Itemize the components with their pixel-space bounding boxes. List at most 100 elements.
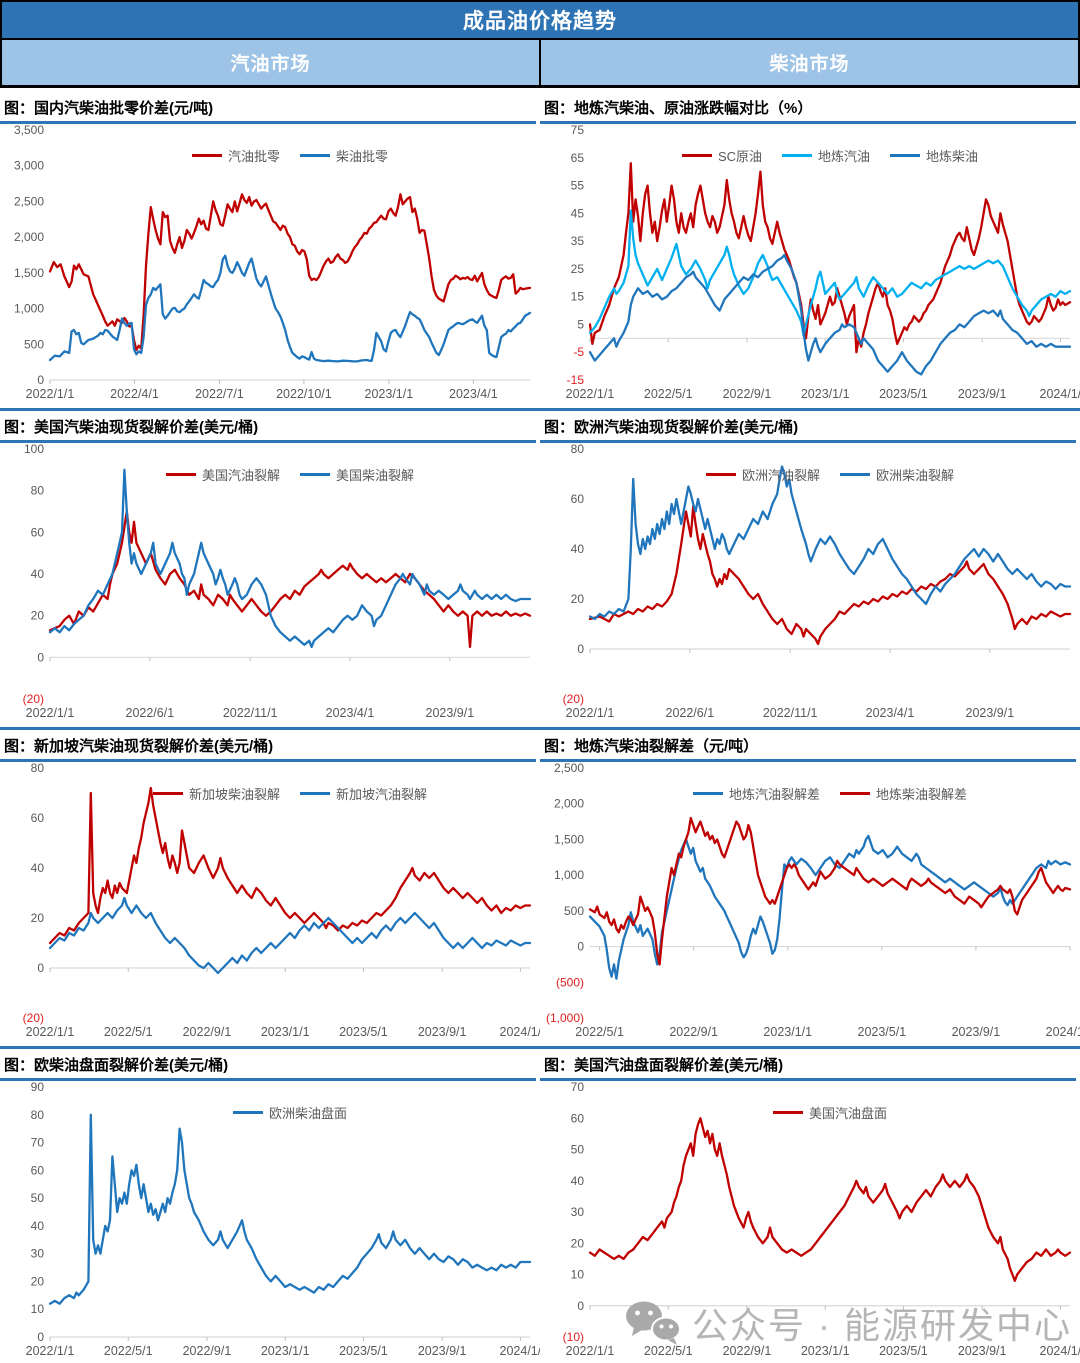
chart-legend: 美国汽油裂解 美国柴油裂解 bbox=[50, 465, 530, 484]
y-axis-label: 2,000 bbox=[554, 797, 584, 811]
y-axis-label: 15 bbox=[571, 290, 585, 304]
legend-label: 地炼柴油裂解差 bbox=[876, 787, 968, 802]
y-axis-label: 1,000 bbox=[554, 868, 584, 882]
x-axis-label: 2022/10/1 bbox=[276, 387, 332, 401]
y-axis-label: (500) bbox=[556, 975, 584, 989]
x-axis-label: 2023/5/1 bbox=[879, 387, 928, 401]
y-axis-label: 3,000 bbox=[14, 159, 44, 173]
y-axis-label: 1,000 bbox=[14, 302, 44, 316]
report-title-bar: 成品油价格趋势 bbox=[0, 0, 1080, 40]
legend-label: 欧洲柴油盘面 bbox=[268, 1106, 347, 1121]
chart-legend: 汽油批零 柴油批零 bbox=[50, 146, 530, 165]
legend-item: 新加坡汽油裂解 bbox=[300, 784, 427, 803]
chart-legend: 美国汽油盘面 bbox=[590, 1103, 1070, 1122]
legend-label: 地炼汽油裂解差 bbox=[728, 787, 820, 802]
market-header-row: 汽油市场 柴油市场 bbox=[0, 40, 1080, 88]
legend-label: 美国汽油裂解 bbox=[201, 468, 280, 483]
y-axis-label: 30 bbox=[571, 1205, 585, 1219]
legend-line-swatch bbox=[840, 792, 870, 795]
chart-plot-area: 新加坡柴油裂解 新加坡汽油裂解 80 60 40 20 0 (20) 2022/1/1 2022/… bbox=[0, 762, 540, 1044]
legend-label: SC原油 bbox=[717, 149, 763, 164]
y-axis-label: 2,500 bbox=[14, 194, 44, 208]
x-axis-label: 2022/9/1 bbox=[183, 1344, 232, 1358]
chart-legend: 欧洲柴油盘面 bbox=[50, 1103, 530, 1122]
legend-item: 地炼汽油 bbox=[782, 146, 870, 165]
report-title: 成品油价格趋势 bbox=[463, 10, 617, 33]
y-axis-label: 60 bbox=[31, 811, 45, 825]
chart-canvas: 100 80 60 40 20 0 (20)2022/1/1 2022/6/1 2022/11/… bbox=[23, 443, 532, 720]
chart-legend: 欧洲汽油裂解 欧洲柴油裂解 bbox=[590, 465, 1070, 484]
y-axis-label: 500 bbox=[24, 337, 44, 351]
y-axis-label: 65 bbox=[571, 151, 585, 165]
chart-cell-7: 图：欧柴油盘面裂解价差(美元/桶) 欧洲柴油盘面 90 80 70 60 50 40 30 20 1… bbox=[0, 1049, 540, 1363]
x-axis-label: 2023/5/1 bbox=[879, 1344, 928, 1358]
legend-label: 地炼柴油 bbox=[926, 149, 979, 164]
y-axis-label: 5 bbox=[577, 317, 584, 331]
chart-legend: 地炼汽油裂解差 地炼柴油裂解差 bbox=[590, 784, 1070, 803]
series-line bbox=[588, 1117, 1072, 1282]
y-axis-label: 20 bbox=[31, 911, 45, 925]
legend-line-swatch bbox=[232, 1111, 263, 1114]
x-axis-label: 2023/9/1 bbox=[958, 1344, 1007, 1358]
chart-title: 图：地炼汽柴油裂解差（元/吨） bbox=[540, 730, 1076, 762]
series-line bbox=[48, 786, 532, 945]
y-axis-label: 90 bbox=[31, 1081, 45, 1094]
y-axis-label: 3,500 bbox=[14, 124, 44, 137]
x-axis-label: 2022/5/1 bbox=[644, 1344, 693, 1358]
series-line bbox=[48, 468, 532, 649]
y-axis-label: 40 bbox=[571, 1174, 585, 1188]
x-axis-label: 2022/4/1 bbox=[110, 387, 159, 401]
chart-legend: SC原油 地炼汽油 地炼柴油 bbox=[590, 146, 1070, 165]
legend-item: 新加坡柴油裂解 bbox=[152, 784, 280, 803]
chart-title: 图：美国汽柴油现货裂解价差(美元/桶) bbox=[0, 411, 536, 443]
y-axis-label: 40 bbox=[31, 1219, 45, 1233]
y-axis-label: 40 bbox=[31, 567, 45, 581]
x-axis-label: 2023/4/1 bbox=[326, 706, 375, 720]
x-axis-label: 2023/9/1 bbox=[952, 1025, 1001, 1039]
chart-cell-6: 图：地炼汽柴油裂解差（元/吨） 地炼汽油裂解差 地炼柴油裂解差 2,500 2,000 1… bbox=[540, 730, 1080, 1049]
chart-plot-area: 欧洲柴油盘面 90 80 70 60 50 40 30 20 10 0 2022/1/1 2022/5/… bbox=[0, 1081, 540, 1363]
legend-item: 美国汽油裂解 bbox=[165, 465, 280, 484]
x-axis-label: 2023/4/1 bbox=[449, 387, 498, 401]
legend-line-swatch bbox=[692, 792, 723, 795]
y-axis-label: 60 bbox=[31, 1163, 45, 1177]
x-axis-label: 2023/1/1 bbox=[801, 387, 850, 401]
x-axis-label: 2022/1/1 bbox=[26, 706, 75, 720]
series-line bbox=[48, 896, 532, 975]
chart-title: 图：欧洲汽柴油现货裂解价差(美元/桶) bbox=[540, 411, 1076, 443]
chart-cell-4: 图：欧洲汽柴油现货裂解价差(美元/桶) 欧洲汽油裂解 欧洲柴油裂解 80 60 40 20 0… bbox=[540, 411, 1080, 730]
x-axis-label: 2023/5/1 bbox=[339, 1025, 388, 1039]
legend-label: 新加坡汽油裂解 bbox=[336, 787, 428, 802]
series-line bbox=[588, 816, 1072, 966]
y-axis-label: 50 bbox=[31, 1191, 45, 1205]
series-line bbox=[48, 254, 532, 363]
y-axis-label: -5 bbox=[573, 345, 584, 359]
x-axis-label: 2024/1/ bbox=[1040, 1344, 1080, 1358]
y-axis-label: 2,000 bbox=[14, 230, 44, 244]
x-axis-label: 2024/1/ bbox=[500, 1344, 540, 1358]
legend-line-swatch bbox=[191, 154, 222, 157]
x-axis-label: 2022/9/1 bbox=[183, 1025, 232, 1039]
chart-canvas: 80 60 40 20 0 (20)2022/1/1 2022/5/1 2022/9/1 202… bbox=[23, 762, 540, 1039]
x-axis-label: 2022/11/1 bbox=[763, 706, 818, 720]
legend-line-swatch bbox=[300, 154, 330, 157]
y-axis-label: 20 bbox=[571, 592, 585, 606]
y-axis-label: 35 bbox=[571, 234, 585, 248]
x-axis-label: 2023/1/1 bbox=[261, 1344, 310, 1358]
gasoline-market-header: 汽油市场 bbox=[2, 40, 541, 85]
chart-plot-area: 地炼汽油裂解差 地炼柴油裂解差 2,500 2,000 1,500 1,000 500 0 (5… bbox=[540, 762, 1080, 1044]
x-axis-label: 2023/9/1 bbox=[426, 706, 475, 720]
x-axis-label: 2023/9/1 bbox=[418, 1344, 467, 1358]
chart-plot-area: 汽油批零 柴油批零 3,500 3,000 2,500 2,000 1,500 1,000 50… bbox=[0, 124, 540, 406]
x-axis-label: 2022/9/1 bbox=[723, 1344, 772, 1358]
series-line bbox=[588, 505, 1072, 646]
chart-cell-2: 图：地炼汽柴油、原油涨跌幅对比（%） SC原油 地炼汽油 地炼柴油 75 65 55 45 35… bbox=[540, 92, 1080, 411]
legend-line-swatch bbox=[300, 792, 330, 795]
y-axis-label: (20) bbox=[23, 692, 44, 706]
legend-line-swatch bbox=[300, 473, 330, 476]
series-line bbox=[588, 253, 1072, 376]
legend-line-swatch bbox=[772, 1111, 803, 1114]
chart-plot-area: 欧洲汽油裂解 欧洲柴油裂解 80 60 40 20 0 (20) 2022/1/1 2022/6/… bbox=[540, 443, 1080, 725]
x-axis-label: 2024/1/1 bbox=[1046, 1025, 1080, 1039]
x-axis-label: 2022/5/1 bbox=[575, 1025, 624, 1039]
